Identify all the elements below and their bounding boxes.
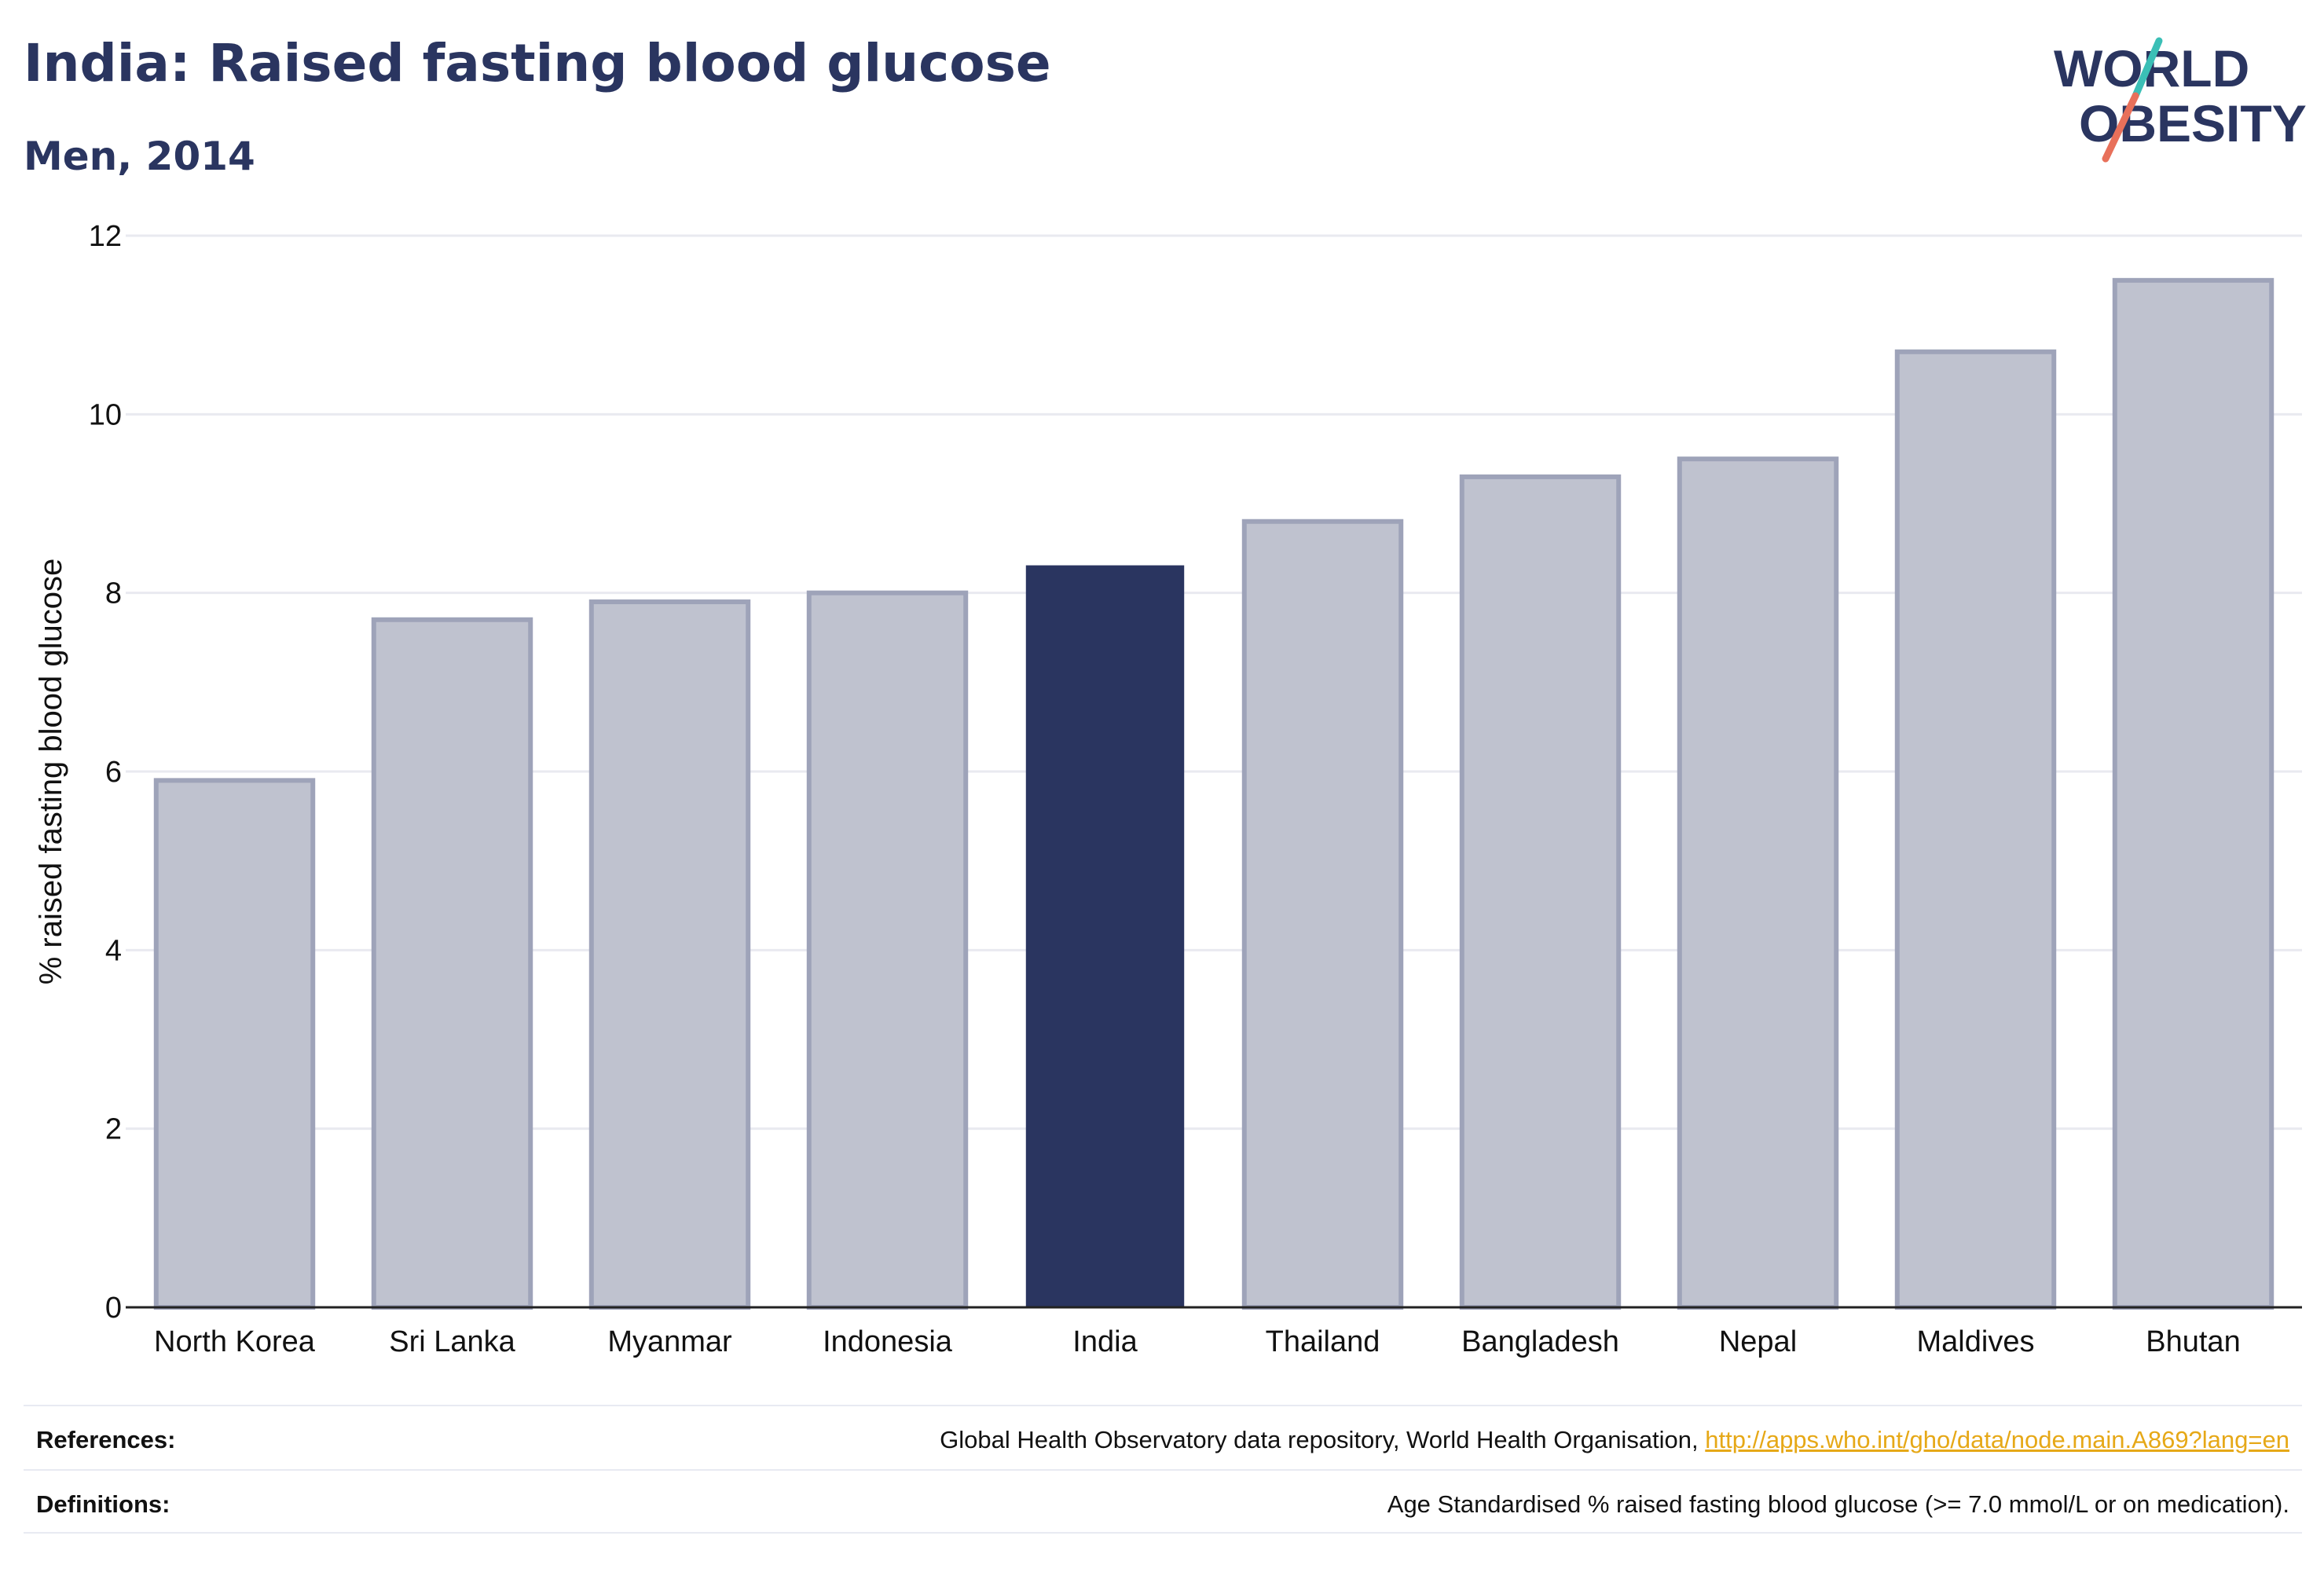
bar-india [1025, 565, 1185, 1308]
x-tick-labels: North Korea Sri Lanka Myanmar Indonesia Indi… [154, 1325, 2241, 1358]
references-link[interactable]: http://apps.who.int/gho/data/node.main.A… [1705, 1426, 2289, 1453]
footer-divider-top [24, 1405, 2302, 1406]
x-tick-label: Maldives [1917, 1325, 2035, 1358]
references-label: References: [36, 1426, 176, 1453]
chart-subtitle: Men, 2014 [24, 134, 255, 179]
definitions-text: Age Standardised % raised fasting blood … [1387, 1490, 2289, 1518]
y-tick-labels: 0 2 4 6 8 10 12 [89, 220, 122, 1325]
chart-title: India: Raised fasting blood glucose [24, 33, 1051, 93]
bar-thailand [1241, 519, 1404, 1310]
bar-nepal [1677, 456, 1839, 1310]
x-tick-label: North Korea [154, 1325, 316, 1358]
bar-maldives [1894, 349, 2057, 1310]
x-tick-label: India [1072, 1325, 1138, 1358]
x-tick-label: Bhutan [2146, 1325, 2240, 1358]
bar-chart: 0 2 4 6 8 10 12 North Korea Sri Lanka Myanmar Ind… [34, 220, 2302, 1358]
bar-myanmar [588, 599, 751, 1310]
y-tick-label: 4 [105, 934, 122, 967]
y-tick-label: 6 [105, 756, 122, 789]
logo-slash-coral [2102, 92, 2139, 163]
logo-line1: WORLD [2054, 39, 2249, 97]
references-source: Global Health Observatory data repositor… [940, 1426, 1699, 1453]
x-tick-label: Bangladesh [1461, 1325, 1619, 1358]
y-tick-label: 12 [89, 220, 122, 253]
world-obesity-logo: WORLD OBESITY [2054, 37, 2307, 163]
bars [153, 277, 2275, 1310]
bar-bangladesh [1459, 474, 1622, 1310]
definitions-label: Definitions: [36, 1490, 170, 1518]
y-tick-label: 8 [105, 577, 122, 610]
bar-bhutan [2112, 277, 2275, 1310]
x-tick-label: Nepal [1719, 1325, 1797, 1358]
logo-slash-teal [2132, 37, 2163, 100]
references-text: Global Health Observatory data repositor… [940, 1426, 2289, 1454]
footer-divider-bottom [24, 1532, 2302, 1534]
footer-divider-mid [24, 1469, 2302, 1471]
bar-sri-lanka [371, 617, 533, 1310]
y-axis-label: % raised fasting blood glucose [34, 559, 68, 985]
y-tick-label: 2 [105, 1113, 122, 1146]
x-tick-label: Sri Lanka [389, 1325, 515, 1358]
y-tick-label: 10 [89, 398, 122, 431]
bar-indonesia [806, 590, 969, 1310]
bar-north-korea [153, 778, 316, 1310]
y-tick-label: 0 [105, 1292, 122, 1325]
x-tick-label: Myanmar [607, 1325, 732, 1358]
x-tick-label: Indonesia [823, 1325, 953, 1358]
x-tick-label: Thailand [1266, 1325, 1380, 1358]
